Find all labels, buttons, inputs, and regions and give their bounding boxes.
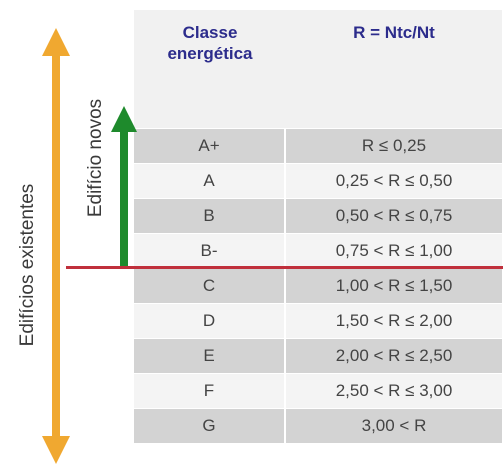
range-cell: 1,50 < R ≤ 2,00: [335, 311, 453, 330]
existing-buildings-label: Edifícios existentes: [17, 183, 38, 347]
class-cell: A: [134, 164, 286, 198]
table-row: D 1,50 < R ≤ 2,00: [134, 303, 502, 338]
header-class-line2: energética: [167, 44, 253, 63]
class-cell: B: [134, 199, 286, 233]
new-buildings-arrow-icon: [111, 106, 137, 266]
table-row: E 2,00 < R ≤ 2,50: [134, 338, 502, 373]
range-cell: 1,00 < R ≤ 1,50: [335, 276, 453, 295]
table-row: A 0,25 < R ≤ 0,50: [134, 163, 502, 198]
table-row: C 1,00 < R ≤ 1,50: [134, 268, 502, 303]
class-cell: F: [134, 374, 286, 408]
range-cell: 3,00 < R: [361, 416, 427, 435]
new-building-threshold-line: [66, 266, 503, 269]
class-cell: D: [134, 304, 286, 338]
class-cell: A+: [134, 129, 286, 163]
class-cell: E: [134, 339, 286, 373]
header-ratio: R = Ntc/Nt: [353, 23, 435, 42]
range-cell: 2,00 < R ≤ 2,50: [335, 346, 453, 365]
header-energy-class: Classe energética: [134, 10, 286, 128]
class-cell: B-: [134, 234, 286, 268]
table-header: Classe energética R = Ntc/Nt: [134, 10, 502, 128]
table-row: G 3,00 < R: [134, 408, 502, 443]
energy-class-table: Classe energética R = Ntc/Nt A+ R ≤ 0,25…: [134, 10, 502, 443]
class-cell: C: [134, 269, 286, 303]
range-cell: R ≤ 0,25: [361, 136, 427, 155]
class-cell: G: [134, 409, 286, 443]
table-row: B- 0,75 < R ≤ 1,00: [134, 233, 502, 268]
table-row: B 0,50 < R ≤ 0,75: [134, 198, 502, 233]
range-cell: 0,50 < R ≤ 0,75: [335, 206, 453, 225]
existing-buildings-arrow-icon: [42, 28, 70, 464]
header-class-line1: Classe: [182, 23, 238, 42]
range-cell: 0,75 < R ≤ 1,00: [335, 241, 453, 260]
table-row: A+ R ≤ 0,25: [134, 128, 502, 163]
range-cell: 0,25 < R ≤ 0,50: [335, 171, 453, 190]
range-cell: 2,50 < R ≤ 3,00: [335, 381, 453, 400]
table-row: F 2,50 < R ≤ 3,00: [134, 373, 502, 408]
new-buildings-label: Edifício novos: [85, 98, 106, 218]
